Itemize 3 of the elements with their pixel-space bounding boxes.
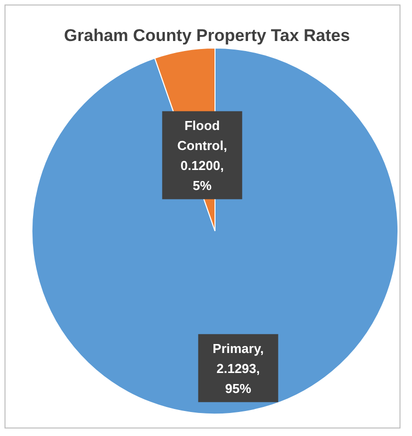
chart-title: Graham County Property Tax Rates [64, 26, 350, 45]
slice-label: Primary, 2.1293, 95% [212, 341, 264, 396]
slice-label: Flood Control, 0.1200, 5% [177, 118, 228, 194]
